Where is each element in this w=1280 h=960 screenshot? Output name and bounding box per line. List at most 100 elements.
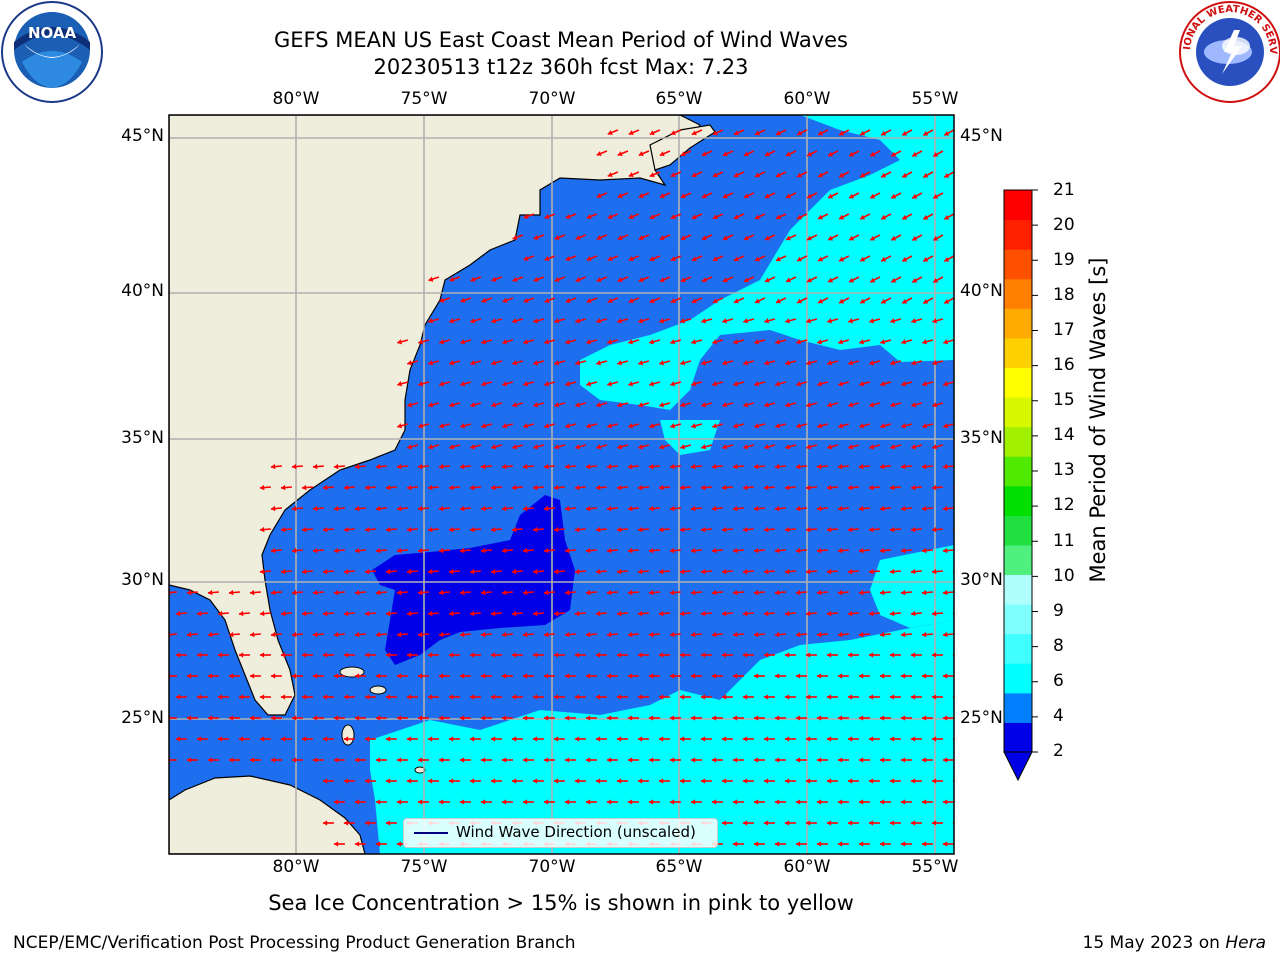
wind-wave-arrowhead xyxy=(754,298,760,304)
wind-wave-arrowhead xyxy=(933,193,939,199)
wind-wave-arrowhead xyxy=(533,234,539,240)
wind-wave-arrowhead xyxy=(480,463,486,470)
wind-wave-arrowhead xyxy=(417,589,423,596)
wind-wave-arrowhead xyxy=(943,423,949,429)
colorbar-segment xyxy=(1004,337,1032,368)
wind-wave-arrowhead xyxy=(743,277,749,283)
wind-wave-arrowhead xyxy=(228,673,234,679)
wind-wave-arrowhead xyxy=(700,484,706,491)
wind-wave-arrowhead xyxy=(721,568,727,575)
wind-wave-arrowhead xyxy=(533,276,539,282)
wind-wave-arrowhead xyxy=(249,589,255,596)
colorbar-segment xyxy=(1004,278,1032,309)
colorbar-segment xyxy=(1004,633,1032,664)
wind-wave-arrowhead xyxy=(658,652,664,658)
wind-wave-arrowhead xyxy=(459,799,465,805)
wind-wave-arrowhead xyxy=(722,151,728,157)
wind-wave-arrowhead xyxy=(828,277,834,283)
wind-wave-arrowhead xyxy=(742,652,748,658)
wind-wave-arrowhead xyxy=(858,547,864,554)
wind-wave-arrowhead xyxy=(469,484,475,491)
wind-wave-arrowhead xyxy=(627,757,633,763)
wind-wave-arrowhead xyxy=(470,276,476,282)
wind-wave-arrowhead xyxy=(554,276,560,282)
wind-wave-arrowhead xyxy=(228,715,234,721)
wind-wave-arrowhead xyxy=(522,505,528,512)
wind-wave-arrowhead xyxy=(438,547,444,554)
wind-wave-arrowhead xyxy=(354,589,360,596)
wind-wave-arrowhead xyxy=(921,505,927,512)
wind-wave-arrowhead xyxy=(669,631,675,638)
wind-wave-arrowhead xyxy=(385,820,391,826)
wind-wave-arrowhead xyxy=(690,673,696,679)
wind-wave-arrowhead xyxy=(406,526,412,533)
wind-wave-arrowhead xyxy=(439,339,445,345)
chart-title: GEFS MEAN US East Coast Mean Period of W… xyxy=(274,28,848,52)
wind-wave-arrowhead xyxy=(438,799,444,805)
wind-wave-arrowhead xyxy=(418,339,424,345)
wind-wave-arrowhead xyxy=(680,151,686,157)
wind-wave-arrowhead xyxy=(249,757,255,763)
wind-wave-arrowhead xyxy=(354,715,360,721)
wind-wave-arrowhead xyxy=(638,277,644,283)
colorbar-segment xyxy=(1004,308,1032,339)
wind-wave-arrowhead xyxy=(826,694,832,700)
wind-wave-arrowhead xyxy=(481,339,487,345)
wind-wave-arrowhead xyxy=(775,214,781,220)
wind-wave-arrowhead xyxy=(564,463,570,470)
wind-wave-arrowhead xyxy=(722,402,728,408)
wind-wave-arrowhead xyxy=(901,381,907,387)
wind-wave-arrowhead xyxy=(700,736,706,742)
lon-label-top: 75°W xyxy=(400,89,448,109)
wind-wave-arrowhead xyxy=(795,589,801,596)
wind-wave-arrowhead xyxy=(469,652,475,658)
wind-wave-arrowhead xyxy=(333,673,339,679)
wind-wave-arrowhead xyxy=(774,673,780,679)
wind-wave-arrowhead xyxy=(459,673,465,679)
wind-wave-arrowhead xyxy=(807,277,813,283)
wind-wave-arrowhead xyxy=(870,151,876,157)
wind-wave-arrowhead xyxy=(333,715,339,721)
wind-wave-arrowhead xyxy=(396,757,402,763)
wind-wave-arrowhead xyxy=(501,505,507,512)
wind-wave-arrowhead xyxy=(469,694,475,700)
wind-wave-arrowhead xyxy=(763,820,769,826)
wind-wave-arrowhead xyxy=(859,339,865,345)
wind-wave-arrowhead xyxy=(301,652,307,658)
wind-wave-arrowhead xyxy=(553,568,559,575)
wind-wave-arrowhead xyxy=(910,778,916,784)
wind-wave-arrowhead xyxy=(827,402,833,408)
wind-wave-arrowhead xyxy=(649,172,655,178)
wind-wave-arrowhead xyxy=(700,610,706,617)
wind-wave-arrowhead xyxy=(826,526,832,533)
wind-wave-arrowhead xyxy=(797,256,802,262)
wind-wave-arrowhead xyxy=(333,589,339,596)
colorbar-tick: 17 xyxy=(1053,320,1075,340)
wind-wave-arrowhead xyxy=(923,172,929,178)
wind-wave-arrowhead xyxy=(785,360,791,366)
wind-wave-arrow xyxy=(953,239,954,240)
wind-wave-arrowhead xyxy=(291,673,297,679)
wind-wave-arrowhead xyxy=(868,610,874,617)
wind-wave-arrowhead xyxy=(753,505,759,512)
wind-wave-arrowhead xyxy=(743,360,749,366)
wind-wave-arrowhead xyxy=(637,526,643,533)
wind-wave-arrowhead xyxy=(565,381,571,387)
wind-wave-arrowhead xyxy=(649,256,655,262)
wind-wave-arrowhead xyxy=(396,631,402,638)
wind-wave-arrowhead xyxy=(617,444,623,450)
wind-wave-arrowhead xyxy=(805,820,811,826)
wind-wave-arrowhead xyxy=(743,402,749,408)
wind-wave-arrowhead xyxy=(900,547,906,554)
wind-wave-arrowhead xyxy=(659,235,665,241)
wind-wave-arrowhead xyxy=(712,172,718,178)
wind-wave-arrowhead xyxy=(448,652,454,658)
wind-wave-arrowhead xyxy=(333,505,339,512)
wind-wave-arrowhead xyxy=(196,652,202,658)
wind-wave-arrowhead xyxy=(733,381,739,387)
wind-wave-arrowhead xyxy=(532,568,538,575)
wind-wave-arrow xyxy=(169,591,177,594)
wind-wave-arrowhead xyxy=(480,757,486,763)
wind-wave-arrowhead xyxy=(764,444,770,450)
wind-wave-arrowhead xyxy=(312,589,318,596)
